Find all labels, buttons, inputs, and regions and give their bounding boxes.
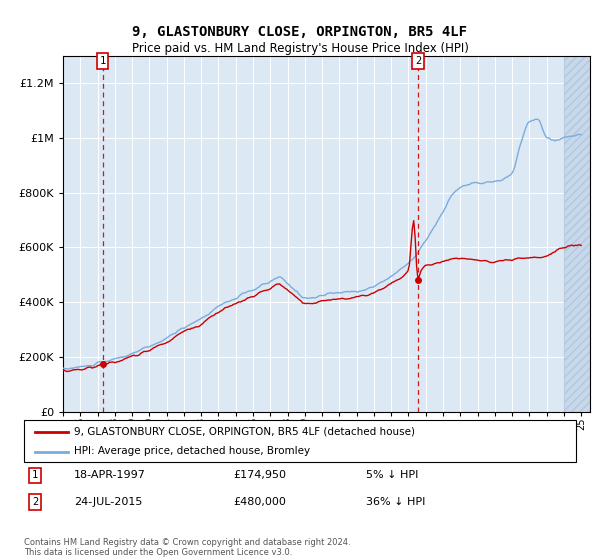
Text: 1: 1 xyxy=(100,56,106,66)
Text: Price paid vs. HM Land Registry's House Price Index (HPI): Price paid vs. HM Land Registry's House … xyxy=(131,42,469,55)
Text: £480,000: £480,000 xyxy=(234,497,287,507)
Text: 2: 2 xyxy=(415,56,421,66)
Text: 2: 2 xyxy=(32,497,38,507)
Text: Contains HM Land Registry data © Crown copyright and database right 2024.
This d: Contains HM Land Registry data © Crown c… xyxy=(24,538,350,557)
Text: £174,950: £174,950 xyxy=(234,470,287,480)
Text: 9, GLASTONBURY CLOSE, ORPINGTON, BR5 4LF (detached house): 9, GLASTONBURY CLOSE, ORPINGTON, BR5 4LF… xyxy=(74,427,415,437)
Text: 1: 1 xyxy=(32,470,38,480)
Text: 24-JUL-2015: 24-JUL-2015 xyxy=(74,497,142,507)
Bar xyxy=(564,56,590,412)
Text: HPI: Average price, detached house, Bromley: HPI: Average price, detached house, Brom… xyxy=(74,446,310,456)
Text: 18-APR-1997: 18-APR-1997 xyxy=(74,470,146,480)
Text: 36% ↓ HPI: 36% ↓ HPI xyxy=(366,497,425,507)
Text: 9, GLASTONBURY CLOSE, ORPINGTON, BR5 4LF: 9, GLASTONBURY CLOSE, ORPINGTON, BR5 4LF xyxy=(133,25,467,39)
Bar xyxy=(564,56,590,412)
Text: 5% ↓ HPI: 5% ↓ HPI xyxy=(366,470,419,480)
